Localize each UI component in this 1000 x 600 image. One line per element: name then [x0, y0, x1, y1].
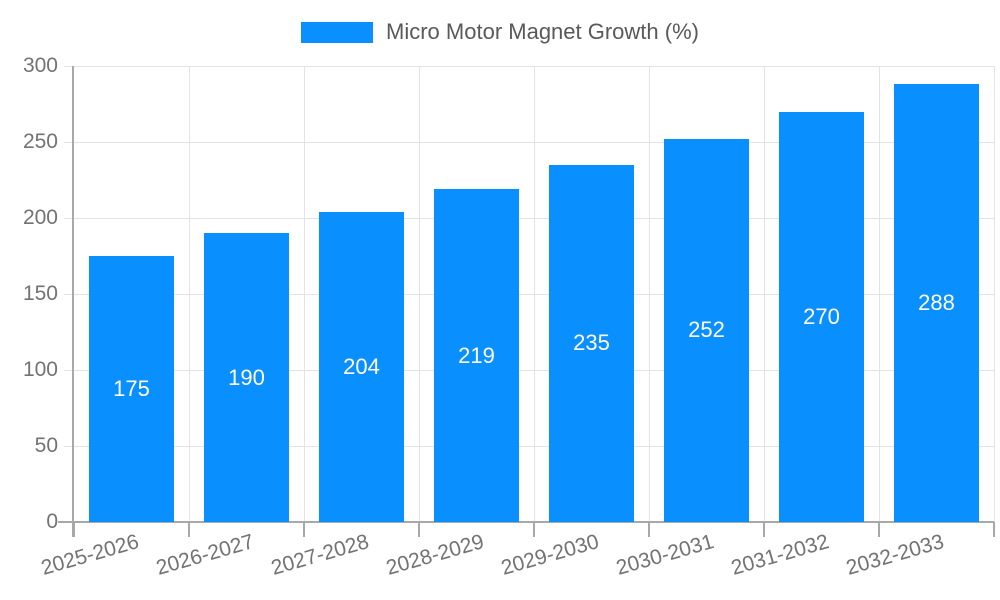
y-tick-label: 250 [22, 130, 58, 153]
bar-value-label: 190 [228, 364, 265, 390]
y-tick-label: 0 [46, 510, 58, 533]
bar[interactable] [434, 189, 519, 522]
y-tick-mark [64, 370, 74, 371]
v-gridline [534, 66, 535, 522]
y-tick-mark [64, 66, 74, 67]
bar[interactable] [549, 164, 634, 522]
y-tick-mark [64, 446, 74, 447]
legend[interactable]: Micro Motor Magnet Growth (%) [0, 21, 1000, 43]
y-tick-mark [64, 218, 74, 219]
bar-value-label: 204 [343, 353, 380, 379]
x-tick-mark [303, 522, 305, 537]
bar-value-label: 219 [458, 342, 495, 368]
bar[interactable] [779, 111, 864, 522]
x-tick-label: 2031-2032 [728, 530, 832, 580]
x-tick-mark [648, 522, 650, 537]
bar-value-label: 288 [918, 290, 955, 316]
x-tick-label: 2030-2031 [613, 530, 717, 580]
x-tick-mark [993, 522, 995, 537]
bar[interactable] [319, 211, 404, 522]
x-tick-label: 2028-2029 [383, 530, 487, 580]
legend-swatch-icon [301, 21, 374, 43]
v-gridline [189, 66, 190, 522]
x-tick-mark [188, 522, 190, 537]
x-tick-label: 2025-2026 [38, 530, 142, 580]
x-tick-mark [763, 522, 765, 537]
y-tick-label: 200 [22, 206, 58, 229]
bar-value-label: 175 [113, 376, 150, 401]
v-gridline [994, 66, 995, 522]
bar-value-label: 235 [573, 330, 610, 356]
x-tick-label: 2029-2030 [498, 530, 602, 580]
bar-value-label: 270 [803, 303, 840, 329]
y-tick-mark [64, 294, 74, 295]
y-tick-label: 150 [22, 282, 58, 305]
x-tick-label: 2027-2028 [268, 530, 372, 580]
y-axis-line [72, 66, 74, 537]
bar-value-label: 252 [688, 317, 725, 343]
y-tick-mark [64, 142, 74, 143]
v-gridline [764, 66, 765, 522]
bar[interactable] [894, 84, 979, 522]
x-tick-mark [73, 522, 75, 537]
y-tick-label: 100 [22, 358, 58, 381]
y-tick-label: 50 [34, 434, 58, 457]
v-gridline [649, 66, 650, 522]
legend-label: Micro Motor Magnet Growth (%) [386, 19, 699, 44]
x-tick-label: 2026-2027 [153, 530, 257, 580]
bar[interactable] [89, 256, 174, 522]
x-tick-mark [418, 522, 420, 537]
x-tick-mark [878, 522, 880, 537]
bar[interactable] [664, 138, 749, 522]
v-gridline [419, 66, 420, 522]
v-gridline [879, 66, 880, 522]
x-tick-mark [533, 522, 535, 537]
x-axis-line [58, 521, 994, 523]
x-tick-label: 2032-2033 [843, 530, 947, 580]
v-gridline [304, 66, 305, 522]
bar[interactable] [204, 233, 289, 522]
y-tick-label: 300 [22, 54, 58, 77]
